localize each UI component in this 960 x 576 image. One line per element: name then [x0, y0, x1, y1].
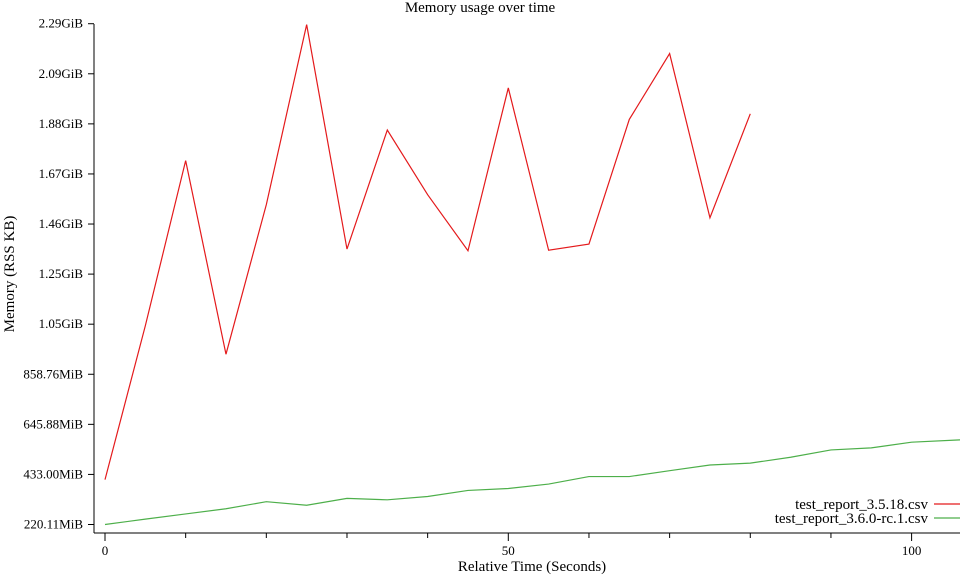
x-tick-label: 100	[902, 543, 922, 558]
series-line-1	[104, 24, 751, 480]
legend: test_report_3.5.18.csvtest_report_3.6.0-…	[775, 497, 960, 527]
series-line-2	[104, 439, 960, 526]
chart-title: Memory usage over time	[405, 0, 556, 16]
y-tick-label: 220.11MiB	[24, 517, 83, 532]
y-tick-label: 1.88GiB	[39, 116, 84, 131]
x-axis-ticks: 0 50 100	[102, 533, 922, 558]
legend-label: test_report_3.6.0-rc.1.csv	[775, 511, 929, 527]
series-lines	[104, 24, 960, 526]
y-tick-label: 433.00MiB	[23, 466, 83, 481]
y-tick-label: 1.05GiB	[39, 316, 84, 331]
legend-label: test_report_3.5.18.csv	[795, 497, 928, 513]
y-tick-label: 2.29GiB	[39, 16, 84, 31]
y-tick-label: 1.46GiB	[39, 216, 84, 231]
x-axis-label: Relative Time (Seconds)	[458, 559, 606, 575]
x-tick-label: 0	[102, 543, 109, 558]
y-tick-label: 645.88MiB	[23, 416, 83, 431]
y-tick-label: 1.67GiB	[39, 166, 84, 181]
y-tick-label: 2.09GiB	[39, 66, 84, 81]
y-axis-ticks: 220.11MiB 433.00MiB 645.88MiB 858.76MiB 1.05…	[23, 16, 94, 532]
x-tick-label: 50	[502, 543, 515, 558]
y-tick-label: 1.25GiB	[39, 266, 84, 281]
y-axis-label: Memory (RSS KB)	[2, 216, 18, 333]
y-tick-label: 858.76MiB	[23, 366, 83, 381]
